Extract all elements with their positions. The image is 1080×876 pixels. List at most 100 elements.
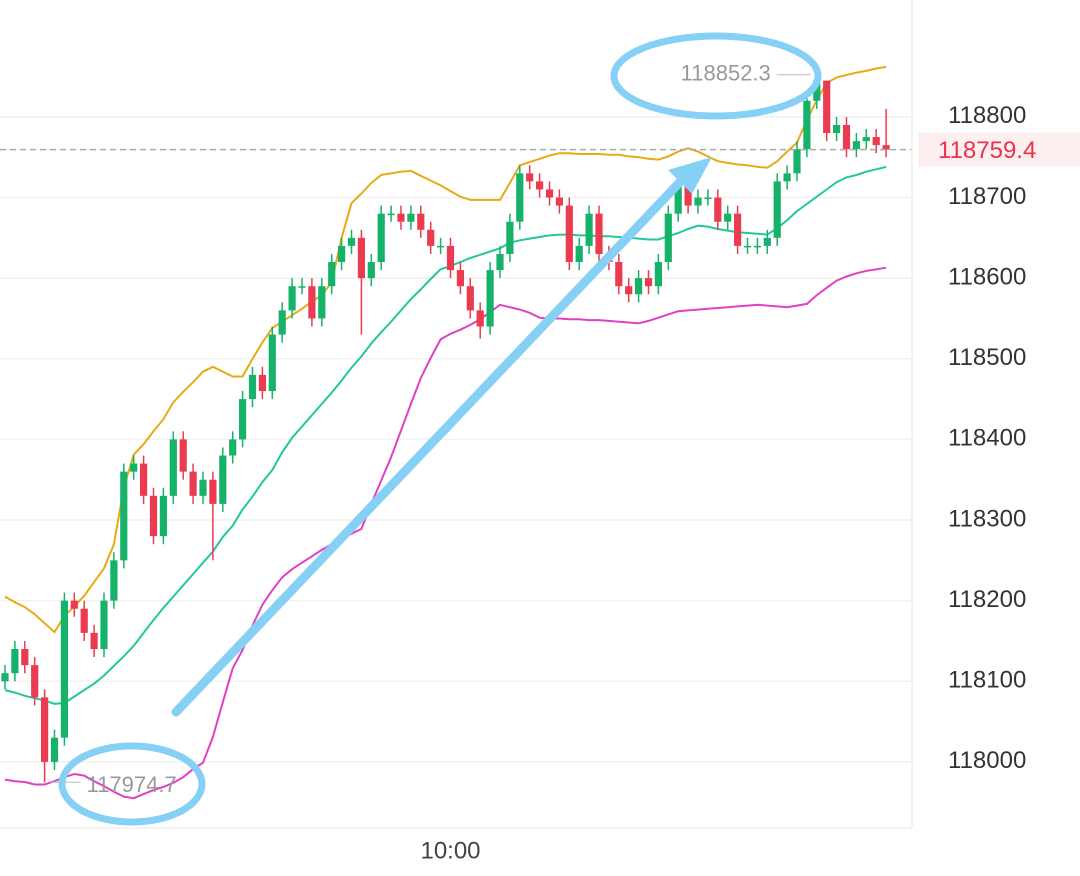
min-label: 117974.7 bbox=[87, 772, 177, 797]
candle-body bbox=[823, 80, 831, 134]
y-tick-label: 118000 bbox=[948, 747, 1026, 774]
max-label: 118852.3 bbox=[681, 61, 771, 86]
last-price-box bbox=[918, 132, 1080, 167]
candle-body bbox=[724, 213, 732, 222]
candle-body bbox=[278, 310, 286, 335]
candle-body bbox=[773, 181, 781, 238]
candle-body bbox=[882, 145, 890, 150]
band-line bbox=[4, 266, 887, 800]
candle-body bbox=[100, 600, 108, 650]
candle-body bbox=[328, 262, 336, 287]
candle-body bbox=[833, 124, 841, 134]
candle-body bbox=[189, 471, 197, 496]
candle-body bbox=[229, 439, 237, 456]
candle-body bbox=[397, 213, 405, 222]
candle-body bbox=[585, 213, 593, 246]
candle-body bbox=[50, 737, 59, 762]
candle-body bbox=[476, 310, 484, 327]
candle-body bbox=[120, 471, 128, 561]
candle-body bbox=[417, 213, 425, 230]
candle-body bbox=[555, 197, 563, 206]
candle-body bbox=[496, 253, 504, 271]
candle-body bbox=[714, 197, 722, 222]
y-tick-label: 118100 bbox=[948, 667, 1026, 694]
candle-body bbox=[783, 173, 791, 182]
candle-body bbox=[80, 608, 88, 633]
candle-body bbox=[872, 137, 880, 146]
y-tick-label: 118800 bbox=[948, 102, 1026, 129]
candle-body bbox=[654, 262, 662, 287]
candle-body bbox=[140, 463, 148, 496]
arrow-head bbox=[668, 157, 712, 194]
candle-body bbox=[565, 205, 573, 263]
candle-body bbox=[219, 455, 227, 504]
candle-body bbox=[704, 197, 712, 200]
candle-body bbox=[625, 286, 633, 295]
candle-body bbox=[31, 665, 39, 698]
candle-body bbox=[595, 213, 603, 254]
trend-arrow bbox=[171, 177, 685, 717]
candle-body bbox=[575, 245, 583, 263]
y-tick-label: 118500 bbox=[948, 344, 1026, 371]
candle-body bbox=[318, 286, 326, 319]
candle-body bbox=[179, 439, 187, 472]
candle-body bbox=[239, 399, 247, 440]
candle-body bbox=[664, 213, 672, 263]
candle-body bbox=[734, 213, 742, 246]
candle-body bbox=[41, 697, 49, 762]
candle-body bbox=[427, 229, 435, 246]
candle-body bbox=[635, 278, 643, 295]
candle-body bbox=[268, 334, 276, 392]
x-tick-label: 10:00 bbox=[420, 837, 480, 864]
candle-body bbox=[516, 173, 524, 222]
candle-body bbox=[466, 286, 474, 311]
candle-body bbox=[407, 213, 415, 222]
candle-body bbox=[803, 100, 811, 150]
candle-body bbox=[753, 245, 761, 248]
candle-body bbox=[437, 245, 445, 248]
candle-body bbox=[258, 374, 266, 392]
last-price-label: 118759.4 bbox=[938, 137, 1036, 164]
candle-body bbox=[209, 479, 217, 504]
candle-body bbox=[70, 600, 78, 609]
highlight-ellipse bbox=[58, 742, 206, 826]
candle-body bbox=[763, 237, 771, 246]
candle-body bbox=[545, 189, 554, 198]
candle-body bbox=[526, 173, 534, 182]
candle-body bbox=[813, 80, 821, 101]
candle-body bbox=[674, 181, 682, 214]
candle-body bbox=[199, 479, 207, 496]
candle-body bbox=[842, 124, 851, 150]
y-tick-label: 118400 bbox=[948, 425, 1026, 452]
candle-body bbox=[684, 181, 692, 206]
candle-body bbox=[11, 649, 19, 674]
y-tick-label: 118300 bbox=[948, 505, 1026, 532]
candle-body bbox=[615, 262, 623, 287]
band-line bbox=[4, 65, 887, 634]
candle-body bbox=[60, 600, 68, 738]
user-drawing bbox=[58, 32, 822, 826]
candle-body bbox=[367, 262, 375, 279]
candle-body bbox=[90, 632, 98, 650]
candle-body bbox=[377, 213, 385, 263]
band-line bbox=[4, 165, 887, 705]
y-tick-label: 118700 bbox=[948, 183, 1026, 210]
highlight-ellipse bbox=[610, 32, 822, 120]
candle-body bbox=[446, 245, 455, 271]
candle-body bbox=[338, 245, 346, 263]
candle-body bbox=[852, 141, 860, 150]
candle-body bbox=[1, 673, 9, 682]
candle-body bbox=[110, 560, 118, 601]
candle-body bbox=[21, 649, 29, 666]
candle-body bbox=[149, 495, 158, 537]
candle-body bbox=[862, 137, 870, 142]
plot-area bbox=[0, 65, 912, 800]
candle-body bbox=[536, 181, 544, 190]
candle-body bbox=[694, 197, 702, 206]
candle-body bbox=[506, 221, 514, 254]
candle-body bbox=[387, 213, 395, 216]
candle-body bbox=[743, 245, 752, 248]
candle-body bbox=[486, 270, 494, 327]
candle-body bbox=[456, 270, 464, 287]
